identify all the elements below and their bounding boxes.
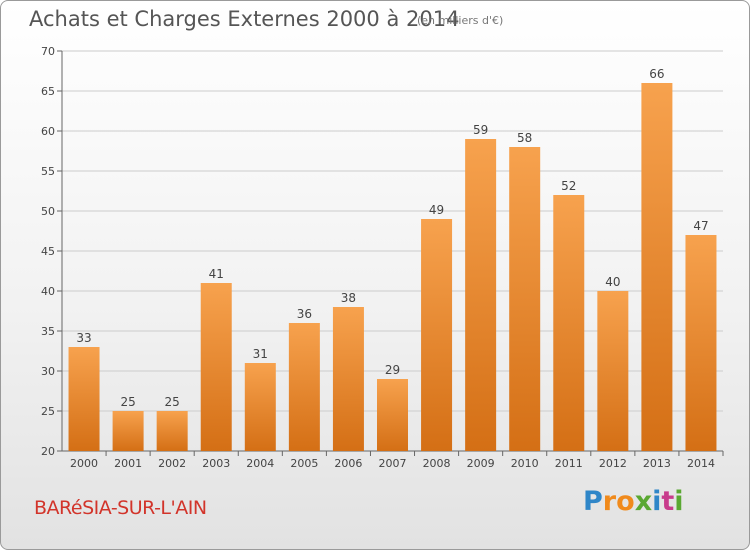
- logo-letter: o: [616, 486, 635, 517]
- x-tick-label: 2010: [511, 457, 539, 470]
- bar-value-label: 36: [297, 307, 312, 321]
- chart-unit: (en milliers d'€): [417, 14, 504, 27]
- bar-2005: [288, 323, 320, 451]
- bars: [68, 83, 717, 451]
- y-tick-label: 25: [41, 405, 55, 418]
- x-tick-label: 2011: [555, 457, 583, 470]
- bar-2003: [200, 283, 232, 451]
- x-tick-label: 2013: [643, 457, 671, 470]
- bar-2014: [685, 235, 717, 451]
- bar-value-label: 41: [209, 267, 224, 281]
- y-tick-label: 55: [41, 165, 55, 178]
- y-tick-label: 65: [41, 85, 55, 98]
- bar-value-label: 29: [385, 363, 400, 377]
- bar-value-label: 58: [517, 131, 532, 145]
- bar-2006: [332, 307, 364, 451]
- y-tick-label: 35: [41, 325, 55, 338]
- bar-2011: [553, 195, 585, 451]
- y-tick-label: 30: [41, 365, 55, 378]
- bar-value-label: 40: [605, 275, 620, 289]
- logo-letter: P: [583, 486, 603, 517]
- y-tick-label: 50: [41, 205, 55, 218]
- bar-2004: [244, 363, 276, 451]
- x-tick-label: 2004: [246, 457, 274, 470]
- x-tick-label: 2009: [467, 457, 495, 470]
- bar-2012: [597, 291, 629, 451]
- y-tick-label: 60: [41, 125, 55, 138]
- bar-2009: [465, 139, 497, 451]
- y-tick-label: 40: [41, 285, 55, 298]
- bar-value-label: 38: [341, 291, 356, 305]
- bar-2013: [641, 83, 673, 451]
- logo-letter: i: [652, 486, 662, 517]
- bar-2001: [112, 411, 144, 451]
- bar-2000: [68, 347, 100, 451]
- y-tick-label: 45: [41, 245, 55, 258]
- bar-value-label: 47: [693, 219, 708, 233]
- chart-title: Achats et Charges Externes 2000 à 2014: [29, 7, 460, 31]
- bar-value-label: 59: [473, 123, 488, 137]
- bar-value-label: 31: [253, 347, 268, 361]
- logo-letter: x: [634, 486, 653, 517]
- x-tick-label: 2003: [202, 457, 230, 470]
- x-tick-label: 2012: [599, 457, 627, 470]
- bar-value-label: 49: [429, 203, 444, 217]
- town-name: BARéSIA-SUR-L'AIN: [34, 497, 207, 519]
- x-tick-label: 2007: [379, 457, 407, 470]
- bar-value-label: 66: [649, 67, 664, 81]
- x-tick-labels: 2000 2001 2002 2003 2004 2005 2006 2007 2008 2009…: [70, 457, 715, 470]
- bar-value-label: 52: [561, 179, 576, 193]
- x-tick-label: 2005: [290, 457, 318, 470]
- logo-letter: t: [661, 486, 675, 517]
- x-tick-label: 2008: [423, 457, 451, 470]
- y-tick-label: 70: [41, 45, 55, 58]
- y-tick-labels: 20 25 30 35 40 45 50 55 60 65 70: [41, 45, 55, 458]
- x-tick-label: 2014: [687, 457, 715, 470]
- x-tick-label: 2000: [70, 457, 98, 470]
- x-tick-label: 2001: [114, 457, 142, 470]
- bar-value-label: 25: [120, 395, 135, 409]
- x-tick-label: 2006: [334, 457, 362, 470]
- bar-value-label: 25: [165, 395, 180, 409]
- bar-2010: [509, 147, 541, 451]
- bar-2007: [377, 379, 408, 451]
- bar-2008: [421, 219, 453, 451]
- logo-letter: r: [602, 486, 617, 517]
- bar-value-label: 33: [76, 331, 91, 345]
- proxiti-logo: Proxiti: [583, 486, 684, 517]
- bar-labels: 33 25 25 41 31 36 38 29 49 59 58 52 40 66 47: [76, 67, 708, 409]
- logo-letter: i: [674, 486, 684, 517]
- x-tick-label: 2002: [158, 457, 186, 470]
- y-tick-label: 20: [41, 445, 55, 458]
- bar-2002: [156, 411, 188, 451]
